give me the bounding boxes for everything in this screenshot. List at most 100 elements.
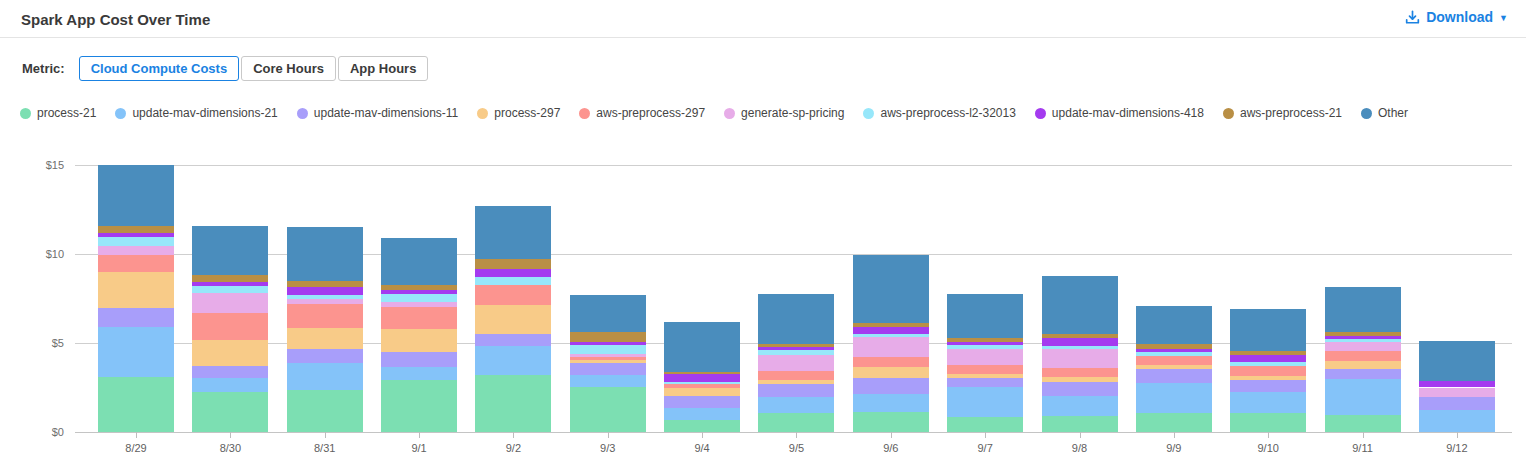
bar-segment[interactable] (758, 380, 834, 384)
bar-segment[interactable] (475, 277, 551, 285)
bar-segment[interactable] (1136, 413, 1212, 432)
bar-segment[interactable] (98, 327, 174, 377)
bar-segment[interactable] (287, 295, 363, 299)
bar-segment[interactable] (570, 342, 646, 345)
bar-segment[interactable] (192, 392, 268, 432)
bar-segment[interactable] (475, 285, 551, 305)
bar-segment[interactable] (664, 408, 740, 420)
bar-segment[interactable] (664, 374, 740, 381)
bar-segment[interactable] (287, 390, 363, 432)
bar-segment[interactable] (1325, 351, 1401, 361)
metric-tab-app-hours[interactable]: App Hours (338, 56, 428, 81)
legend-item[interactable]: process-297 (477, 106, 560, 120)
bar-segment[interactable] (1136, 344, 1212, 349)
bar-segment[interactable] (1230, 362, 1306, 365)
bar-segment[interactable] (192, 282, 268, 285)
bar-segment[interactable] (475, 346, 551, 375)
bar-segment[interactable] (570, 387, 646, 432)
bar-segment[interactable] (475, 375, 551, 432)
bar-segment[interactable] (192, 366, 268, 377)
bar-segment[interactable] (1419, 388, 1495, 397)
bar-segment[interactable] (664, 396, 740, 408)
bar-segment[interactable] (1136, 369, 1212, 383)
bar-segment[interactable] (1325, 369, 1401, 380)
bar-segment[interactable] (381, 329, 457, 352)
bar-segment[interactable] (1230, 376, 1306, 380)
bar-segment[interactable] (1419, 341, 1495, 381)
bar-segment[interactable] (1230, 351, 1306, 355)
bar-segment[interactable] (664, 388, 740, 395)
download-button[interactable]: Download ▼ (1405, 9, 1508, 25)
bar-segment[interactable] (98, 246, 174, 255)
bar-segment[interactable] (853, 367, 929, 378)
metric-tab-cloud-compute-costs[interactable]: Cloud Compute Costs (79, 56, 240, 81)
bar-segment[interactable] (1419, 397, 1495, 410)
bar-segment[interactable] (287, 304, 363, 328)
bar-segment[interactable] (287, 287, 363, 295)
bar-segment[interactable] (1136, 356, 1212, 365)
bar-segment[interactable] (947, 365, 1023, 374)
bar-segment[interactable] (664, 382, 740, 384)
bar-segment[interactable] (98, 237, 174, 246)
bar-segment[interactable] (664, 420, 740, 432)
bar-segment[interactable] (1042, 334, 1118, 338)
bar-segment[interactable] (1325, 332, 1401, 336)
bar-segment[interactable] (381, 285, 457, 291)
bar-segment[interactable] (1042, 382, 1118, 396)
bar-segment[interactable] (381, 302, 457, 308)
bar-segment[interactable] (570, 295, 646, 332)
bar-segment[interactable] (1136, 365, 1212, 369)
bar-segment[interactable] (381, 367, 457, 380)
bar-segment[interactable] (1230, 413, 1306, 432)
bar-segment[interactable] (853, 337, 929, 357)
bar-segment[interactable] (947, 345, 1023, 349)
bar-segment[interactable] (1230, 380, 1306, 392)
bar-segment[interactable] (1042, 276, 1118, 335)
bar-segment[interactable] (475, 259, 551, 269)
bar-segment[interactable] (287, 299, 363, 304)
bar-segment[interactable] (1136, 352, 1212, 356)
bar-segment[interactable] (1042, 377, 1118, 382)
bar-segment[interactable] (570, 354, 646, 357)
bar-segment[interactable] (98, 308, 174, 326)
bar-segment[interactable] (475, 269, 551, 277)
bar-segment[interactable] (947, 338, 1023, 342)
bar-segment[interactable] (1230, 392, 1306, 413)
bar-segment[interactable] (192, 226, 268, 275)
bar-segment[interactable] (1325, 361, 1401, 368)
bar-segment[interactable] (853, 334, 929, 337)
bar-segment[interactable] (287, 363, 363, 390)
bar-segment[interactable] (758, 384, 834, 396)
bar-segment[interactable] (758, 347, 834, 350)
bar-segment[interactable] (570, 357, 646, 360)
bar-segment[interactable] (1419, 410, 1495, 432)
bar-segment[interactable] (947, 417, 1023, 432)
bar-segment[interactable] (98, 165, 174, 226)
bar-segment[interactable] (758, 371, 834, 380)
bar-segment[interactable] (570, 363, 646, 375)
bar-segment[interactable] (98, 272, 174, 308)
bar-segment[interactable] (758, 350, 834, 355)
bar-segment[interactable] (1325, 336, 1401, 339)
legend-item[interactable]: aws-preprocess-21 (1223, 106, 1342, 120)
bar-segment[interactable] (758, 344, 834, 347)
bar-segment[interactable] (947, 374, 1023, 378)
bar-segment[interactable] (664, 322, 740, 371)
bar-segment[interactable] (664, 384, 740, 389)
bar-segment[interactable] (381, 307, 457, 329)
bar-segment[interactable] (1042, 368, 1118, 377)
bar-segment[interactable] (475, 206, 551, 259)
legend-item[interactable]: Other (1361, 106, 1408, 120)
bar-segment[interactable] (1230, 355, 1306, 362)
bar-segment[interactable] (1325, 415, 1401, 432)
bar-segment[interactable] (192, 293, 268, 313)
bar-segment[interactable] (1136, 306, 1212, 344)
bar-segment[interactable] (853, 357, 929, 366)
bar-segment[interactable] (758, 355, 834, 371)
bar-segment[interactable] (758, 294, 834, 344)
legend-item[interactable]: update-mav-dimensions-418 (1035, 106, 1204, 120)
bar-segment[interactable] (1136, 349, 1212, 352)
bar-segment[interactable] (1042, 396, 1118, 416)
legend-item[interactable]: aws-preprocess-297 (579, 106, 705, 120)
bar-segment[interactable] (381, 294, 457, 301)
